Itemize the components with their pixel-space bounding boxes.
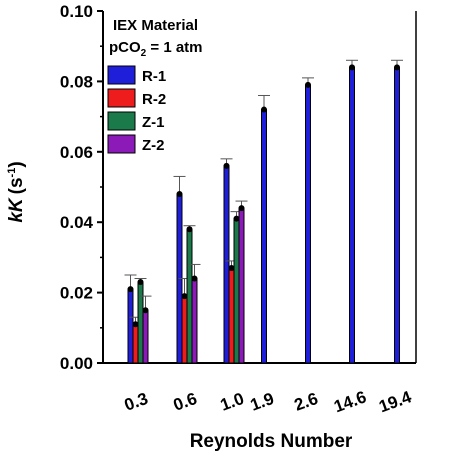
- legend: IEX Material pCO2 = 1 atm R-1 R-2 Z-1 Z-2: [107, 17, 203, 154]
- legend-title-line2: pCO2 = 1 atm: [109, 39, 203, 59]
- bar-marker: [181, 293, 188, 300]
- y-tick-label: 0.06: [60, 143, 93, 162]
- bar-z-1: [186, 228, 193, 364]
- x-tick-label: 1.0: [218, 389, 247, 415]
- bar-r-1: [261, 109, 267, 364]
- legend-title-pco: pCO: [109, 39, 141, 56]
- y-axis-label-unit-close: ): [6, 161, 27, 167]
- bar-r-1: [223, 165, 230, 364]
- legend-label-z-2: Z-2: [142, 137, 165, 154]
- y-tick-label: 0.10: [60, 2, 93, 21]
- bar-r-1: [127, 288, 134, 364]
- legend-label-r-2: R-2: [142, 91, 166, 108]
- x-axis-label: Reynolds Number: [190, 431, 353, 452]
- x-tick-label: 2.6: [292, 389, 321, 415]
- bar-marker: [142, 307, 149, 314]
- y-axis-label-main: kK: [6, 197, 27, 223]
- bar-z-2: [142, 309, 149, 364]
- legend-label-z-1: Z-1: [142, 114, 165, 131]
- x-tick-label: 0.3: [122, 389, 151, 415]
- legend-swatch-r-1: [107, 65, 136, 85]
- bar-marker: [233, 215, 240, 222]
- bar-r-2: [228, 267, 235, 364]
- y-tick-label: 0.08: [60, 72, 93, 91]
- legend-title-sub: 2: [141, 48, 147, 59]
- bar-r-1: [305, 84, 311, 364]
- y-tick-label: 0.00: [60, 354, 93, 373]
- bar-z-2: [191, 278, 198, 364]
- bar-z-1: [137, 281, 144, 364]
- bar-marker: [127, 286, 134, 293]
- y-tick-label: 0.04: [60, 213, 94, 232]
- legend-title-line1: IEX Material: [113, 17, 198, 34]
- bar-marker: [186, 226, 193, 233]
- legend-title-rest: = 1 atm: [146, 39, 202, 56]
- x-tick-label: 0.6: [171, 389, 200, 415]
- bar-marker: [261, 106, 267, 113]
- bar-marker: [191, 275, 198, 282]
- x-tick-label: 14.6: [331, 387, 369, 416]
- bar-marker: [176, 191, 183, 198]
- bar-r-2: [132, 323, 139, 364]
- bar-marker: [238, 205, 245, 212]
- bar-z-2: [238, 207, 245, 364]
- y-axis-label: kK (s-1): [6, 161, 27, 222]
- legend-swatch-z-2: [107, 134, 136, 154]
- y-tick-label: 0.02: [60, 284, 93, 303]
- bar-r-1: [394, 66, 400, 364]
- legend-swatch-z-1: [107, 111, 136, 131]
- bar-marker: [137, 279, 144, 286]
- bar-marker: [349, 64, 355, 71]
- bar-r-1: [349, 66, 355, 364]
- bar-z-1: [233, 218, 240, 364]
- bar-marker: [305, 81, 311, 88]
- legend-label-r-1: R-1: [142, 68, 166, 85]
- x-tick-label: 1.9: [248, 389, 277, 415]
- bar-marker: [132, 321, 139, 328]
- plot-area: 0.00 0.02 0.04 0.06 0.08 0.10 0.3 0.6 1.0 1.9 2.6 1…: [60, 2, 417, 416]
- bar-r-2: [181, 295, 188, 364]
- x-tick-label: 19.4: [376, 387, 414, 416]
- y-axis-label-unit-sup: -1: [6, 168, 18, 178]
- y-axis-label-unit: (s: [6, 177, 27, 194]
- legend-swatch-r-2: [107, 88, 136, 108]
- bar-marker: [228, 264, 235, 271]
- bar-marker: [223, 162, 230, 169]
- bar-marker: [394, 64, 400, 71]
